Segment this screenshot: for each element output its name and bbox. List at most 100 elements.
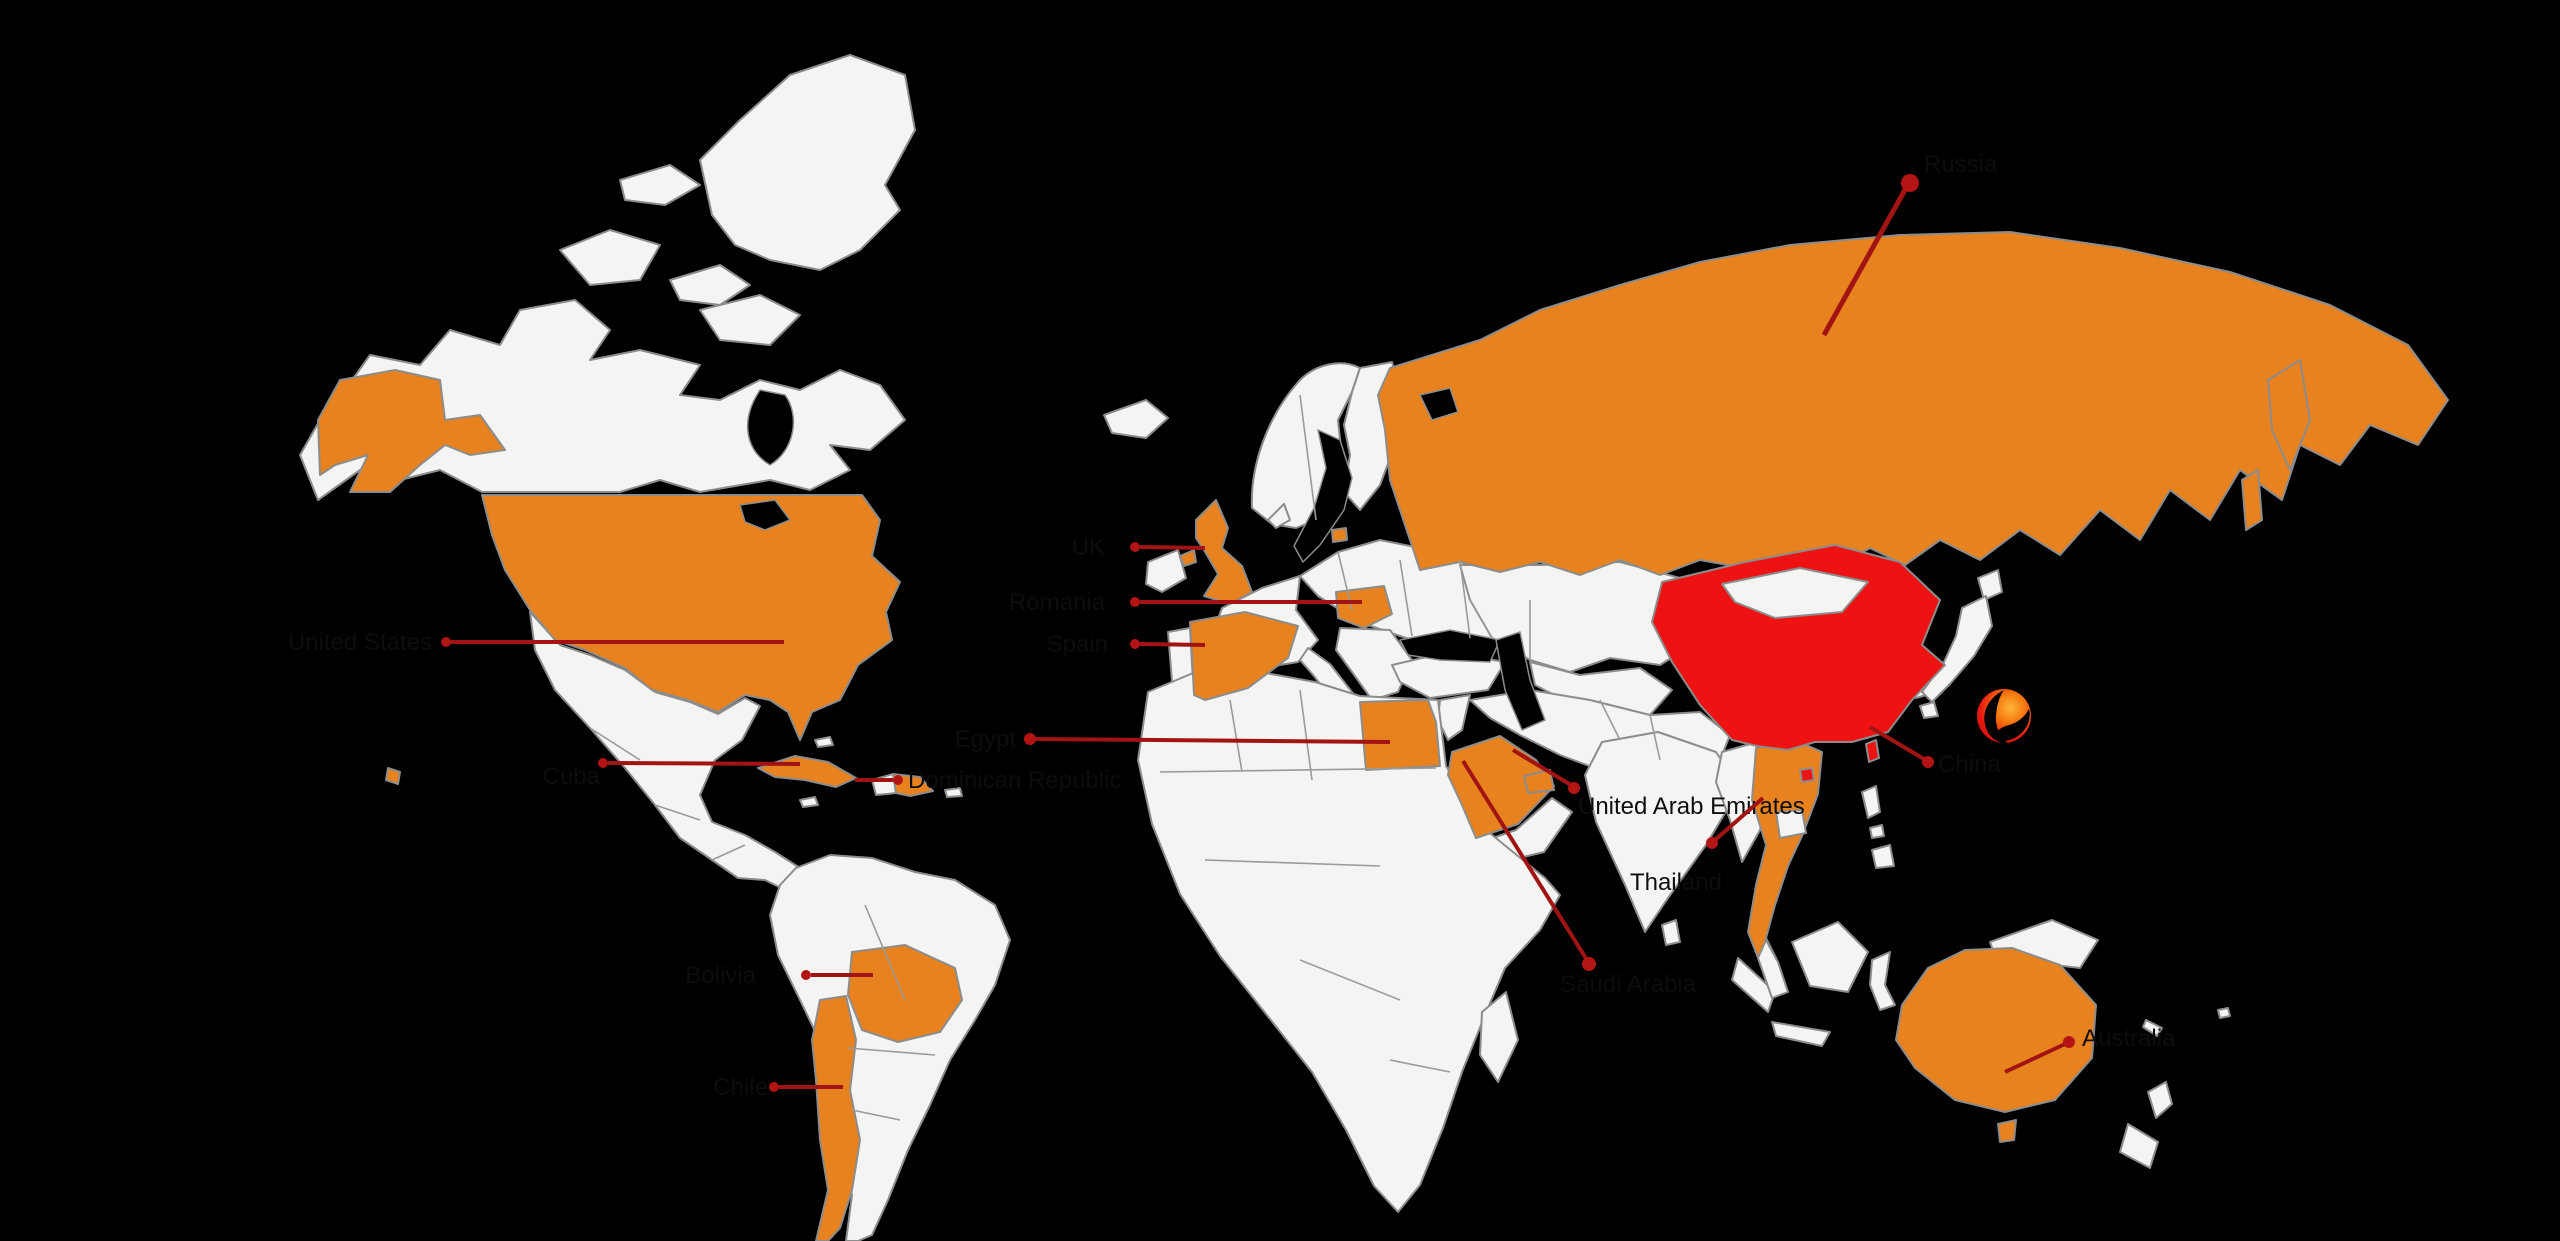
callout-label-china: China [1938,751,2001,778]
callout-label-australia: Australia [2082,1025,2176,1052]
callout-line-australia [2004,1042,2066,1074]
country-canada-arctic-island[interactable] [619,164,701,206]
great-lakes [739,499,791,531]
country-philippines-luzon[interactable] [1861,785,1881,819]
callout-line-china [1868,725,1926,761]
country-new-zealand-north[interactable] [2147,1081,2173,1119]
country-russia-sakhalin[interactable] [2241,469,2263,531]
country-sumatra[interactable] [1731,957,1776,1013]
country-new-caledonia[interactable] [2142,1019,2163,1037]
country-taiwan[interactable] [1865,739,1880,763]
country-sulawesi[interactable] [1869,951,1896,1011]
country-russia[interactable] [1377,231,2449,576]
country-balkans-greece[interactable] [1335,627,1413,701]
country-philippines-visayas[interactable] [1869,824,1885,839]
country-united-kingdom-ni[interactable] [1179,549,1197,567]
landmass-layer [299,54,2231,1241]
country-fiji[interactable] [2217,1007,2231,1019]
country-puerto-rico[interactable] [944,787,963,798]
white-sea [1419,387,1459,421]
country-spain[interactable] [1189,611,1299,701]
country-indochina[interactable] [1747,737,1823,969]
country-australia[interactable] [1895,947,2097,1113]
country-japan-hokkaido[interactable] [1977,569,2003,601]
callout-line-spain [1139,642,1206,647]
country-russia-kamchatka[interactable] [2267,359,2311,471]
black-sea [1399,629,1501,663]
country-canada-arctic-island[interactable] [559,229,661,286]
country-united-states[interactable] [481,494,901,741]
callout-dot-united-states [441,637,451,647]
country-mongolia[interactable] [1721,567,1869,619]
country-java[interactable] [1771,1021,1831,1047]
country-australia-tasmania[interactable] [1997,1119,2017,1143]
callout-label-bolivia: Bolivia [685,962,756,989]
callout-dot-chile [769,1082,779,1092]
country-sri-lanka[interactable] [1661,919,1681,946]
country-united-states-alaska[interactable] [317,369,506,493]
hudson-bay [746,389,795,466]
country-japan-kyushu[interactable] [1919,701,1939,719]
callout-dot-thailand [1706,837,1718,849]
callout-label-saudi-arabia: Saudi Arabia [1560,971,1697,998]
country-mexico-central-america[interactable] [529,611,816,896]
country-romania[interactable] [1335,585,1393,629]
country-haiti[interactable] [871,773,897,796]
country-madagascar[interactable] [1479,991,1519,1083]
callout-dot-egypt [1024,733,1036,745]
callout-label-egypt: Egypt [955,726,1017,753]
country-philippines-mindanao[interactable] [1871,844,1895,869]
callout-dot-spain [1130,639,1140,649]
callout-dot-romania [1130,597,1140,607]
country-united-arab-emirates[interactable] [1523,769,1555,794]
callout-line-united-arab-emirates [1511,748,1573,787]
callout-dot-china [1922,756,1934,768]
caspian-sea [1495,631,1546,731]
country-denmark[interactable] [1267,503,1291,529]
callout-line-cuba [607,761,801,766]
country-cuba[interactable] [757,755,857,788]
callout-label-thailand: Thailand [1630,869,1722,896]
country-russia-kaliningrad[interactable] [1331,527,1348,543]
country-india[interactable] [1584,731,1741,933]
country-new-zealand-south[interactable] [2119,1123,2159,1169]
callout-label-spain: Spain [1047,631,1108,658]
callout-label-dominican-republic: Dominican Republic [908,767,1121,794]
callout-line-thailand [1713,796,1765,842]
country-iceland[interactable] [1103,399,1169,439]
country-saudi-arabia[interactable] [1447,735,1555,839]
country-japan-honshu[interactable] [1921,595,1993,703]
country-cambodia[interactable] [1775,809,1807,839]
callout-dot-russia [1901,174,1919,192]
callout-label-romania: Romania [1009,589,1106,616]
callout-dot-uk [1130,542,1140,552]
callout-label-russia: Russia [1924,151,1998,178]
country-bolivia[interactable] [847,944,963,1043]
country-canada-arctic-island[interactable] [669,264,751,306]
callout-dot-australia [2063,1036,2075,1048]
callout-line-egypt [1034,737,1391,744]
country-greenland[interactable] [699,54,916,271]
callout-dot-united-arab-emirates [1568,782,1580,794]
country-ireland[interactable] [1145,549,1187,593]
callout-dot-bolivia [801,970,811,980]
inner-borders [589,394,1661,1121]
country-africa[interactable] [1137,667,1561,1213]
country-united-kingdom[interactable] [1195,499,1253,605]
logo-marker-icon[interactable] [1977,689,2031,744]
country-china[interactable] [1651,544,1946,751]
water-layer [739,387,1546,731]
country-egypt[interactable] [1359,699,1441,771]
callout-line-russia [1821,186,1909,337]
country-canada-baffin[interactable] [699,294,801,346]
country-borneo[interactable] [1791,921,1869,993]
country-south-america[interactable] [769,854,1011,1241]
country-dominican-republic[interactable] [892,773,934,797]
country-jamaica[interactable] [799,796,819,808]
country-bahamas[interactable] [814,736,834,748]
baltic-sea [1293,429,1353,563]
country-malay-peninsula[interactable] [1757,939,1789,999]
callout-dot-cuba [598,758,608,768]
country-hainan[interactable] [1799,767,1815,783]
country-united-states-hawaii[interactable] [385,767,401,785]
